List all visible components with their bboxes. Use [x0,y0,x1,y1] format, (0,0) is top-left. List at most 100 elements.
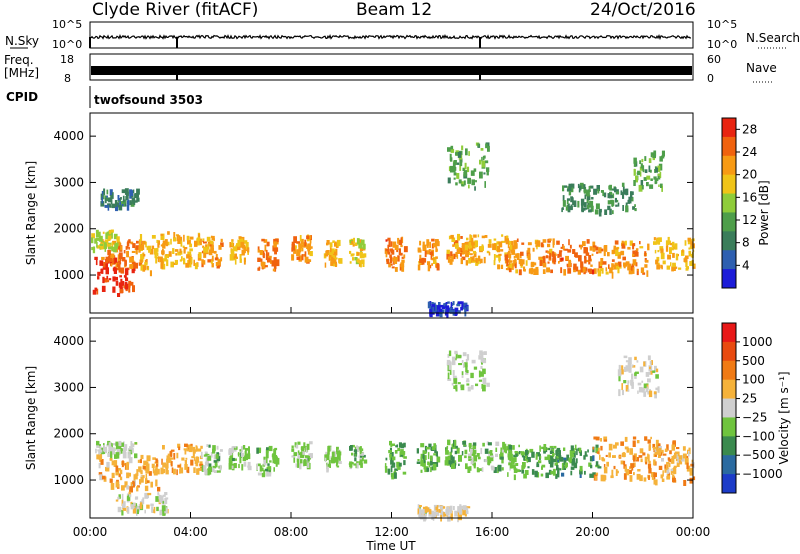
heatmap-cell [298,248,302,253]
heatmap-cell [618,376,621,382]
heatmap-cell [183,247,188,250]
heatmap-cell [156,239,159,243]
heatmap-cell [449,165,454,173]
heatmap-cell [399,252,403,256]
heatmap-cell [110,197,113,205]
heatmap-cell [644,436,648,441]
heatmap-cell [608,264,610,269]
heatmap-cell [422,460,426,467]
heatmap-cell [122,281,125,286]
heatmap-cell [98,449,103,453]
heatmap-cell [477,143,480,147]
heatmap-cell [605,454,608,457]
heatmap-cell [446,252,450,260]
heatmap-cell [570,187,574,193]
heatmap-cell [454,160,457,165]
heatmap-cell [389,453,392,458]
heatmap-cell [157,493,160,496]
heatmap-cell [179,259,182,262]
heatmap-cell [625,205,629,213]
heatmap-cell [466,378,470,382]
heatmap-cell [291,254,295,261]
heatmap-cell [442,506,446,509]
heatmap-cell [303,254,306,257]
heatmap-cell [607,193,611,199]
heatmap-cell [397,237,400,244]
heatmap-cell [653,478,656,485]
heatmap-cell [237,246,241,251]
heatmap-cell [104,242,107,247]
heatmap-cell [540,242,544,248]
heatmap-cell [520,264,523,268]
heatmap-cell [449,510,453,514]
heatmap-cell [98,462,101,469]
heatmap-cell [125,463,129,470]
heatmap-cell [648,467,652,474]
heatmap-cell [657,173,660,176]
heatmap-cell [306,245,309,249]
heatmap-cell [493,254,496,261]
heatmap-cell [207,243,210,250]
heatmap-cell [417,247,421,252]
nave-tick-bottom: 0 [707,72,714,85]
heatmap-cell [248,446,250,453]
heatmap-cell [176,234,179,241]
heatmap-cell [95,448,97,454]
heatmap-cell [483,172,486,175]
heatmap-cell [631,266,633,273]
heatmap-cell [525,260,528,266]
heatmap-cell [135,247,138,255]
heatmap-cell [575,266,579,272]
heatmap-cell [197,448,202,452]
heatmap-cell [173,453,176,460]
heatmap-cell [457,310,461,314]
heatmap-cell [450,309,454,314]
colorbar-segment [722,474,736,494]
heatmap-cell [493,467,497,473]
heatmap-cell [462,167,466,171]
heatmap-cell [201,465,204,472]
heatmap-cell [650,178,653,181]
heatmap-cell [520,251,524,256]
heatmap-cell [129,190,134,197]
heatmap-cell [501,234,504,237]
heatmap-cell [506,446,509,451]
heatmap-cell [354,257,358,261]
heatmap-cell [600,445,603,451]
heatmap-cell [574,252,578,258]
heatmap-cell [473,251,477,257]
heatmap-cell [428,443,432,448]
heatmap-cell [177,252,182,255]
heatmap-cell [361,452,365,456]
heatmap-cell [144,485,149,492]
heatmap-cell [592,269,595,275]
heatmap-cell [590,205,594,212]
heatmap-cell [115,499,119,502]
heatmap-cell [193,467,196,473]
heatmap-cell [303,458,306,465]
heatmap-cell [544,456,549,461]
heatmap-cell [676,447,680,450]
heatmap-cell [397,465,401,470]
heatmap-cell [400,245,403,248]
heatmap-cell [453,506,455,511]
heatmap-cell [684,240,687,246]
heatmap-cell [233,463,237,469]
heatmap-cell [510,244,513,250]
heatmap-cell [128,239,131,244]
heatmap-cell [622,256,626,261]
heatmap-cell [475,383,479,387]
heatmap-cell [265,249,268,256]
heatmap-cell [112,240,116,245]
heatmap-cell [500,264,504,269]
heatmap-cell [112,267,115,271]
heatmap-cell [113,247,117,253]
heatmap-cell [99,243,103,246]
heatmap-cell [567,249,572,253]
colorbar-segment [722,250,736,270]
heatmap-cell [656,264,661,270]
heatmap-cell [178,235,181,239]
heatmap-cell [620,190,623,196]
heatmap-cell [136,197,140,202]
heatmap-cell [97,271,101,276]
